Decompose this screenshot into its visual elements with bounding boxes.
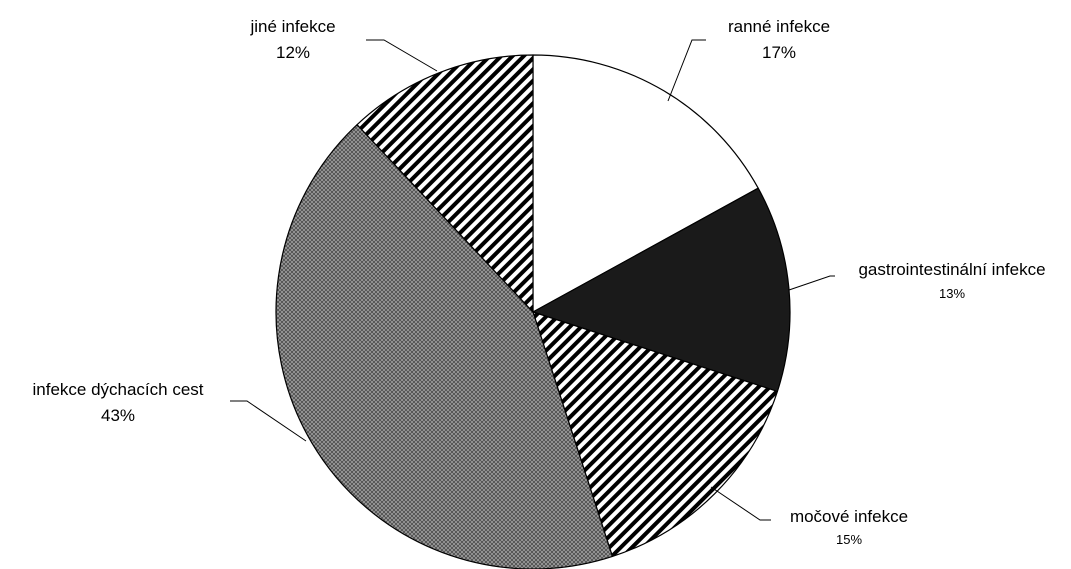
slice-value-jine-infekce: 12% — [276, 43, 310, 62]
pie-slice-ranne-infekce — [532, 54, 759, 313]
slice-value-mocove-infekce: 15% — [836, 532, 862, 547]
pie-slice-gastrointestinalni-infekce — [532, 187, 791, 393]
slice-label-infekce-dychacich-cest: infekce dýchacích cest — [32, 380, 203, 399]
slice-value-infekce-dychacich-cest: 43% — [101, 406, 135, 425]
slice-label-ranne-infekce: ranné infekce — [728, 17, 830, 36]
pie-slices — [275, 54, 791, 569]
pie-slice-mocove-infekce — [532, 311, 779, 558]
slice-labels: ranné infekce 17% gastrointestinální infek… — [32, 17, 1045, 547]
slice-label-jine-infekce: jiné infekce — [249, 17, 335, 36]
slice-label-mocove-infekce: močové infekce — [790, 507, 908, 526]
slice-label-gastrointestinalni-infekce: gastrointestinální infekce — [858, 260, 1045, 279]
pie-slice-jine-infekce — [356, 54, 534, 313]
leader-line-mocove-infekce — [710, 486, 771, 521]
pie-slice-infekce-dychacich-cest — [275, 124, 614, 569]
slice-value-gastrointestinalni-infekce: 13% — [939, 286, 965, 301]
leader-line-ranne-infekce — [667, 39, 706, 102]
slice-value-ranne-infekce: 17% — [762, 43, 796, 62]
leader-line-jine-infekce — [366, 39, 438, 72]
leader-line-infekce-dychacich-cest — [230, 400, 307, 442]
leader-line-gastrointestinalni-infekce — [788, 275, 835, 291]
leader-lines — [230, 39, 835, 521]
